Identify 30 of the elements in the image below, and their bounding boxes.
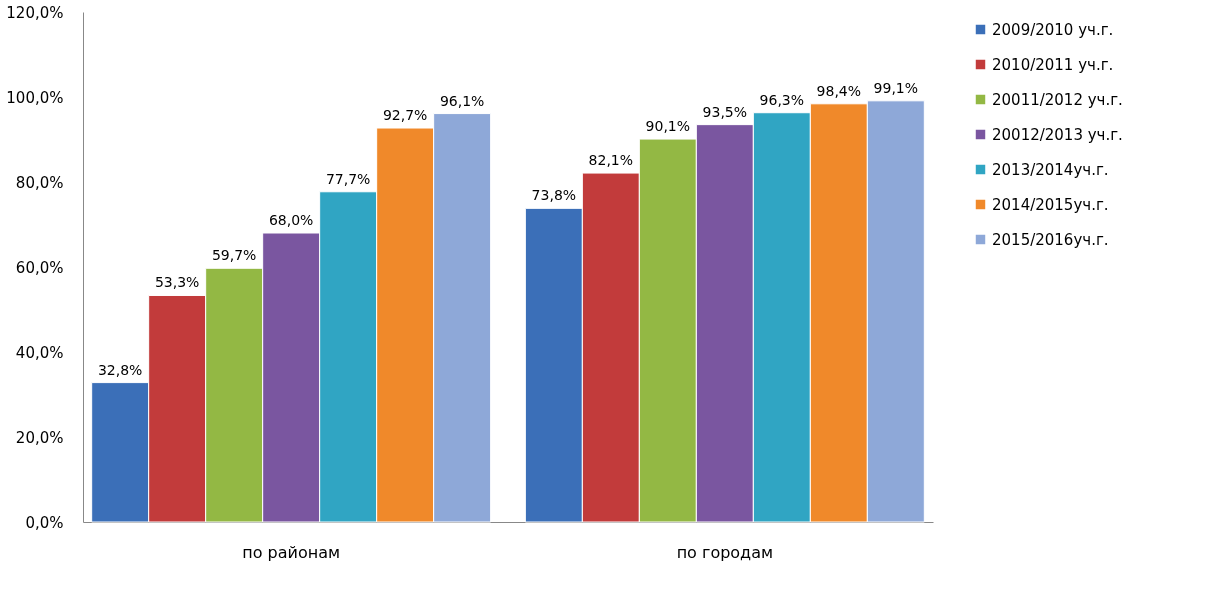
data-label: 82,1% — [588, 152, 634, 169]
data-label: 73,8% — [531, 187, 577, 204]
legend-label: 20011/2012 уч.г. — [992, 90, 1123, 109]
x-tick-label: по городам — [676, 542, 774, 562]
y-tick-label: 20,0% — [15, 428, 64, 447]
legend-label: 2010/2011 уч.г. — [992, 55, 1114, 74]
data-label: 96,1% — [439, 92, 485, 109]
data-label: 96,3% — [759, 91, 805, 108]
data-label: 90,1% — [645, 118, 691, 135]
y-tick-label: 120,0% — [6, 3, 64, 22]
legend-label: 2015/2016уч.г. — [992, 230, 1109, 249]
y-tick-label: 60,0% — [15, 258, 64, 277]
y-tick-label: 0,0% — [25, 513, 64, 532]
x-tick-label: по районам — [242, 542, 341, 562]
data-label: 98,4% — [816, 82, 862, 99]
data-label: 59,7% — [211, 247, 257, 264]
y-tick-label: 80,0% — [15, 173, 64, 192]
data-label: 53,3% — [154, 274, 200, 291]
data-label: 93,5% — [702, 103, 748, 120]
data-label: 99,1% — [873, 79, 919, 96]
y-tick-label: 40,0% — [15, 343, 64, 362]
data-label: 77,7% — [325, 170, 371, 187]
legend-label: 2009/2010 уч.г. — [992, 20, 1114, 39]
data-label: 32,8% — [97, 361, 143, 378]
y-tick-label: 100,0% — [6, 88, 64, 107]
legend-label: 2014/2015уч.г. — [992, 195, 1109, 214]
data-label: 92,7% — [382, 107, 428, 124]
legend-label: 20012/2013 уч.г. — [992, 125, 1123, 144]
data-label: 68,0% — [268, 212, 314, 228]
legend-label: 2013/2014уч.г. — [992, 160, 1109, 179]
